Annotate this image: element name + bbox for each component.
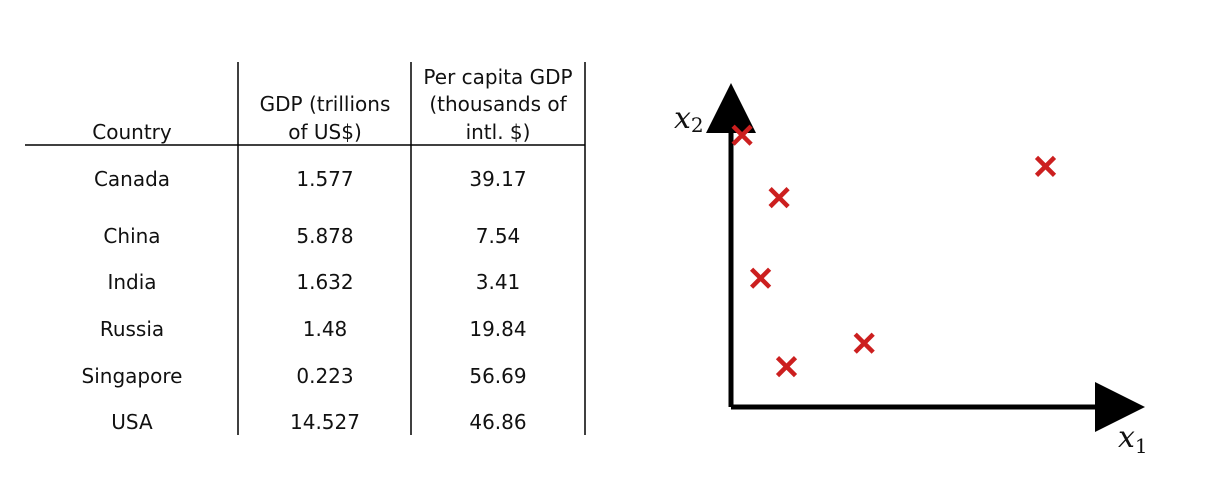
cell-gdp: 1.48: [303, 317, 348, 341]
header-percapita-line2: (thousands of: [429, 92, 567, 116]
scatter-point: [768, 187, 790, 209]
scatter-point: [1034, 155, 1057, 177]
cell-gdp: 0.223: [296, 364, 353, 388]
y-axis-label: x2: [674, 101, 704, 137]
table-row: China 5.878 7.54: [103, 224, 520, 248]
x-axis-label-main: x: [1118, 420, 1135, 455]
gdp-table: Country GDP (trillions of US$) Per capit…: [25, 62, 586, 435]
scatter-point: [853, 332, 875, 354]
scatter-point: [750, 267, 772, 289]
x-axis-label: x1: [1118, 420, 1148, 458]
cell-percapita: 19.84: [469, 317, 526, 341]
scatter-markers: [731, 124, 1057, 378]
table-row: India 1.632 3.41: [107, 270, 520, 294]
scatter-point: [775, 356, 798, 378]
cell-percapita: 39.17: [469, 167, 526, 191]
table-body: Canada 1.577 39.17 China 5.878 7.54 India 1.632…: [82, 167, 527, 434]
cell-country: Canada: [94, 167, 170, 191]
cell-country: China: [103, 224, 160, 248]
cell-percapita: 46.86: [469, 410, 526, 434]
cell-percapita: 56.69: [469, 364, 526, 388]
table-row: Russia 1.48 19.84: [100, 317, 527, 341]
cell-gdp: 1.577: [296, 167, 353, 191]
y-axis-label-main: x: [674, 101, 691, 136]
header-country: Country: [92, 120, 172, 144]
header-percapita-line3: intl. $): [466, 120, 531, 144]
cell-gdp: 14.527: [290, 410, 360, 434]
header-gdp-line2: of US$): [288, 120, 362, 144]
header-gdp-line1: GDP (trillions: [260, 92, 391, 116]
cell-country: Russia: [100, 317, 164, 341]
scatter-plot: x2 x1: [674, 83, 1148, 458]
cell-percapita: 3.41: [476, 270, 521, 294]
cell-country: USA: [111, 410, 153, 434]
y-axis-label-sub: 2: [691, 113, 704, 137]
header-percapita-line1: Per capita GDP: [423, 65, 572, 89]
table-row: USA 14.527 46.86: [111, 410, 526, 434]
cell-country: India: [107, 270, 156, 294]
cell-country: Singapore: [82, 364, 183, 388]
table-row: Canada 1.577 39.17: [94, 167, 527, 191]
cell-gdp: 5.878: [296, 224, 353, 248]
scatter-point: [731, 124, 753, 146]
x-axis-label-sub: 1: [1135, 434, 1148, 458]
cell-gdp: 1.632: [296, 270, 353, 294]
table-row: Singapore 0.223 56.69: [82, 364, 527, 388]
cell-percapita: 7.54: [476, 224, 521, 248]
